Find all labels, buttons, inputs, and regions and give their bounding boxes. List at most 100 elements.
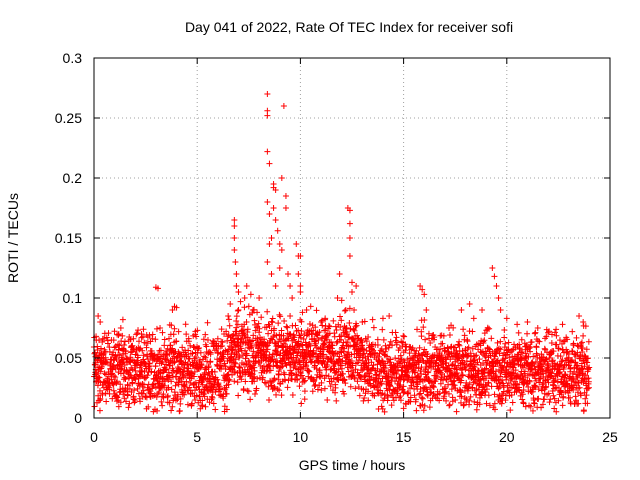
- data-point: [268, 318, 275, 325]
- data-point: [251, 391, 258, 397]
- data-point: [280, 340, 287, 347]
- data-point: [543, 333, 550, 340]
- data-point: [243, 319, 250, 326]
- x-tick-label: 0: [90, 429, 98, 445]
- data-point: [227, 301, 234, 307]
- data-point: [97, 368, 104, 375]
- data-point: [562, 371, 569, 378]
- data-point: [266, 241, 273, 247]
- data-point: [200, 390, 207, 396]
- data-point: [329, 342, 336, 349]
- data-point: [337, 324, 344, 331]
- data-point: [364, 353, 371, 360]
- data-point: [167, 342, 174, 349]
- data-point: [440, 332, 447, 339]
- data-point: [124, 382, 131, 389]
- data-point: [124, 392, 131, 399]
- data-point: [473, 352, 480, 359]
- data-point: [289, 358, 296, 365]
- data-point: [112, 374, 119, 381]
- data-point: [411, 392, 418, 399]
- data-point: [146, 332, 153, 339]
- data-point: [457, 399, 464, 406]
- data-point: [309, 388, 316, 395]
- data-point: [202, 354, 209, 361]
- data-point: [431, 334, 438, 341]
- data-point: [153, 393, 160, 400]
- data-point: [297, 253, 304, 259]
- data-point: [132, 376, 139, 383]
- data-point: [122, 348, 129, 355]
- data-point: [265, 383, 272, 390]
- data-point: [318, 387, 325, 394]
- data-point: [346, 220, 353, 227]
- data-point: [268, 271, 275, 277]
- data-point: [117, 325, 124, 331]
- data-point: [130, 335, 137, 342]
- data-point: [131, 399, 138, 406]
- data-point: [534, 325, 541, 331]
- data-point: [553, 408, 560, 415]
- data-point: [235, 307, 242, 313]
- data-point: [282, 205, 289, 211]
- data-point: [154, 407, 161, 414]
- data-point: [244, 326, 251, 333]
- data-point: [553, 326, 560, 333]
- data-point: [551, 405, 558, 412]
- data-point: [243, 352, 250, 359]
- data-point: [106, 390, 113, 397]
- data-point: [176, 407, 183, 414]
- data-point: [131, 397, 138, 404]
- data-point: [351, 375, 358, 382]
- data-point: [349, 279, 355, 286]
- data-point: [252, 327, 259, 334]
- data-point: [569, 347, 576, 354]
- data-point: [168, 322, 175, 329]
- data-point: [519, 348, 526, 355]
- data-point: [237, 298, 244, 305]
- data-point: [209, 394, 216, 401]
- data-point: [241, 304, 248, 311]
- data-point: [445, 390, 452, 397]
- data-point: [345, 356, 352, 363]
- data-point: [583, 346, 590, 353]
- data-point: [231, 217, 238, 223]
- data-point: [251, 317, 258, 324]
- data-point: [575, 400, 582, 407]
- data-point: [419, 286, 426, 293]
- data-point: [302, 377, 309, 384]
- data-point: [234, 307, 241, 314]
- data-point: [280, 332, 287, 339]
- data-point: [242, 355, 249, 362]
- data-point: [353, 283, 360, 289]
- data-point: [400, 383, 407, 390]
- data-point: [439, 340, 446, 347]
- data-point: [527, 403, 534, 410]
- data-point: [423, 364, 430, 371]
- data-point: [312, 338, 319, 345]
- data-point: [276, 241, 283, 247]
- data-point: [407, 385, 414, 392]
- data-point: [418, 333, 425, 340]
- data-point: [437, 380, 444, 387]
- data-point: [158, 398, 165, 405]
- data-point: [576, 313, 583, 319]
- data-point: [224, 351, 231, 358]
- data-point: [99, 338, 106, 345]
- data-point: [130, 396, 137, 403]
- data-point: [458, 393, 465, 400]
- data-point: [206, 372, 213, 379]
- data-point: [273, 391, 280, 398]
- data-point: [296, 383, 303, 390]
- data-point: [250, 374, 257, 381]
- y-tick-label: 0.25: [55, 110, 82, 126]
- data-point: [221, 331, 228, 337]
- data-point: [544, 376, 551, 383]
- data-point: [192, 353, 199, 360]
- data-point: [276, 311, 283, 318]
- data-point: [154, 285, 161, 292]
- data-point: [351, 307, 358, 313]
- data-point: [291, 334, 298, 341]
- data-point: [392, 355, 399, 362]
- data-point: [102, 390, 109, 397]
